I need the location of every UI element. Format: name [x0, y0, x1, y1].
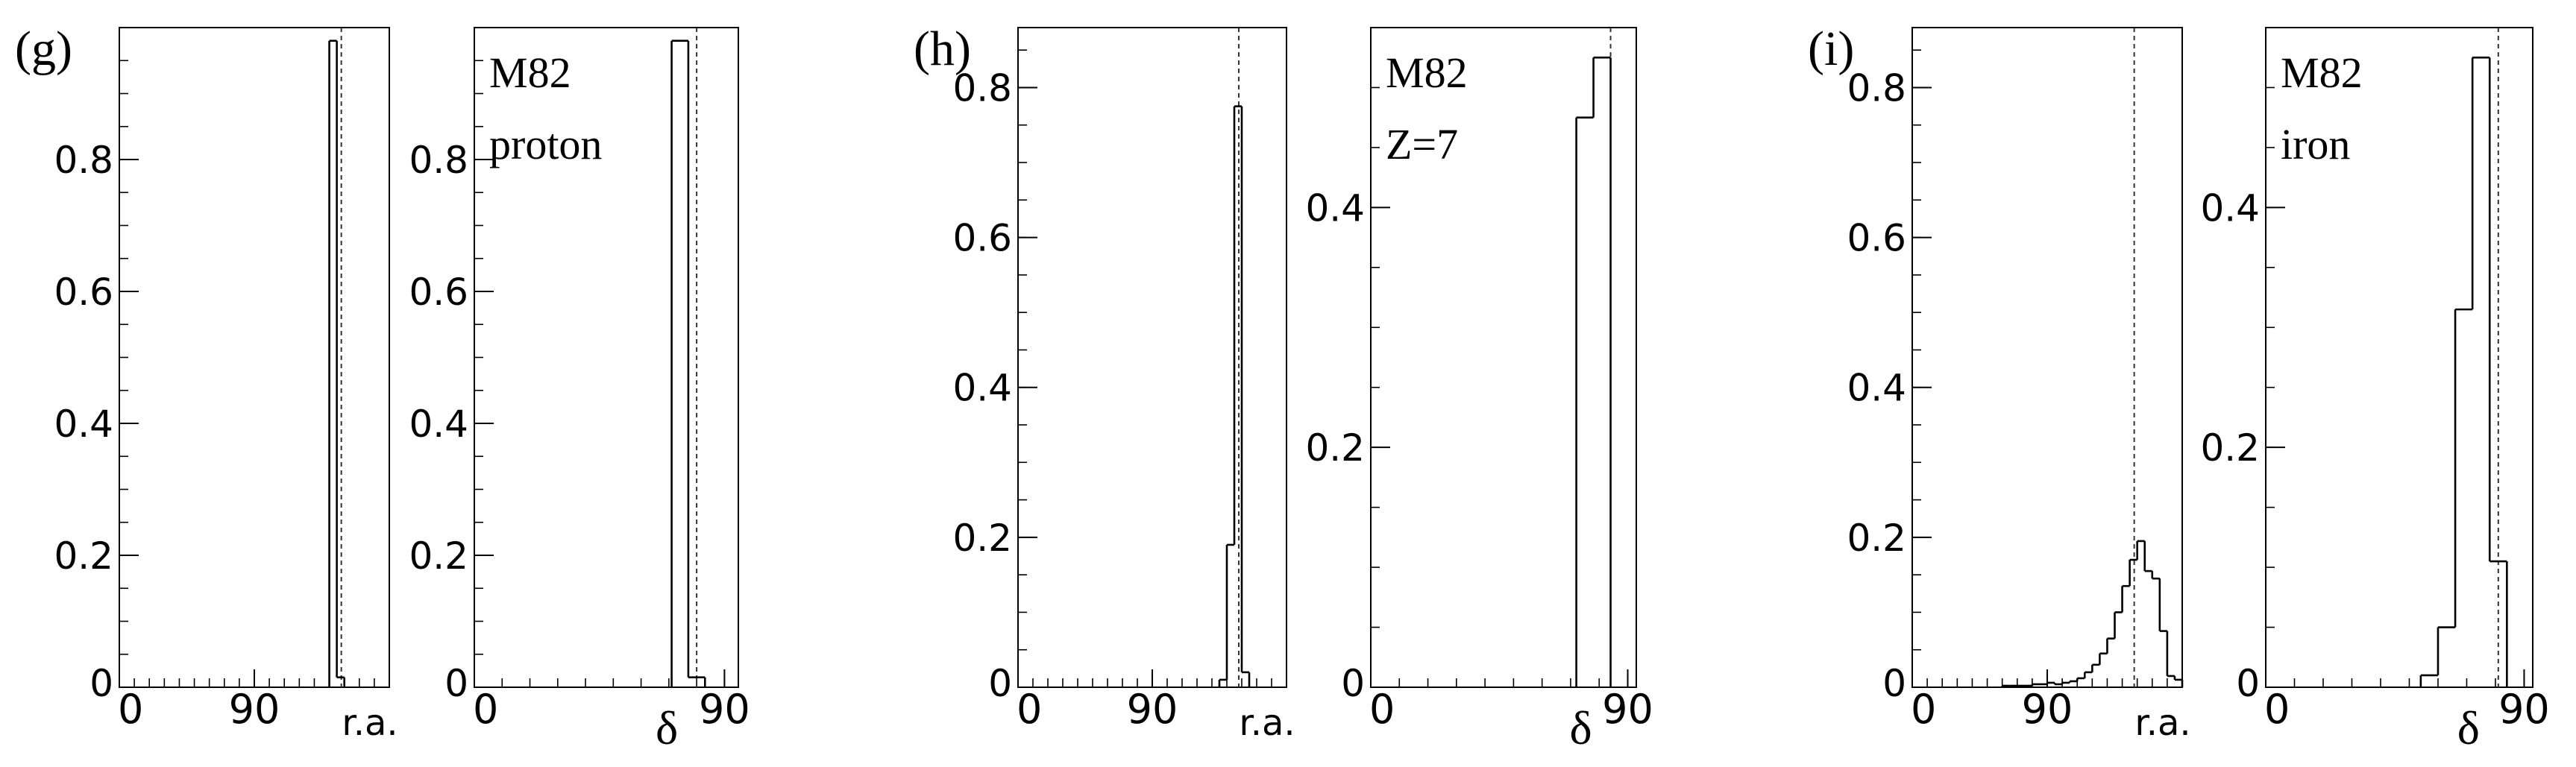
- x-tick-label: 0: [1017, 686, 1042, 733]
- panel-annotation: M82: [2281, 48, 2363, 97]
- x-axis-label: δ: [2457, 701, 2480, 754]
- plot-frame: [119, 27, 390, 688]
- histogram-panel-h-ra: 0 0.2 0.4 0.6 0.8 0 90 r.a. (h): [914, 22, 1295, 744]
- x-axis-label: r.a.: [1239, 702, 1295, 744]
- x-tick-label: 0: [1369, 686, 1395, 733]
- y-tick-label: 0.8: [54, 139, 113, 182]
- y-tick-label: 0.4: [2200, 186, 2260, 230]
- y-tick-label: 0.2: [409, 534, 468, 578]
- y-tick-label: 0.4: [1305, 186, 1365, 230]
- histogram-panel-g-ra: 0 0.2 0.4 0.6 0.8 0 90 r.a. (g): [15, 22, 398, 744]
- y-tick-label: 0: [1882, 662, 1906, 705]
- plot-frame: [1370, 27, 1637, 688]
- y-tick-label: 0.2: [54, 534, 113, 578]
- x-tick-label: 90: [1602, 686, 1653, 733]
- y-tick-label: 0.8: [952, 66, 1012, 110]
- y-tick-label: 0.6: [1847, 217, 1906, 260]
- x-tick-label: 0: [118, 686, 143, 733]
- y-tick-label: 0.4: [1847, 367, 1906, 410]
- y-tick-label: 0: [89, 662, 113, 705]
- x-axis-label: r.a.: [2134, 702, 2190, 744]
- plot-frame: [1911, 27, 2183, 688]
- y-tick-label: 0.2: [1847, 517, 1906, 560]
- y-tick-label: 0.4: [409, 403, 468, 446]
- y-tick-label: 0.4: [952, 367, 1012, 410]
- plot-frame: [2265, 27, 2533, 688]
- x-axis-label: δ: [1569, 701, 1592, 754]
- panel-annotation: proton: [489, 120, 602, 168]
- y-tick-label: 0: [988, 662, 1012, 705]
- y-tick-label: 0.8: [1847, 66, 1906, 110]
- histogram-panel-h-dec: 0 0.2 0.4 0 90δ M82 Z=7: [1305, 27, 1653, 754]
- y-tick-label: 0: [2236, 662, 2260, 705]
- x-tick-label: 0: [1911, 686, 1936, 733]
- histogram-panel-g-dec: 0 0.2 0.4 0.6 0.8 0 90 δ M82 proton: [409, 27, 750, 754]
- y-tick-label: 0.6: [952, 217, 1012, 260]
- x-tick-label: 90: [2022, 686, 2073, 733]
- panel-annotation: Z=7: [1386, 120, 1458, 168]
- x-tick-label: 0: [2264, 686, 2290, 733]
- y-tick-label: 0: [444, 662, 468, 705]
- y-tick-label: 0.2: [1305, 426, 1365, 470]
- x-tick-label: 90: [229, 686, 280, 733]
- panel-label: (h): [914, 22, 971, 76]
- panel-label: (i): [1808, 22, 1854, 76]
- y-tick-label: 0.6: [54, 271, 113, 314]
- x-tick-label: 0: [473, 686, 498, 733]
- y-tick-label: 0.8: [409, 139, 468, 182]
- x-axis-label: δ: [656, 701, 678, 754]
- x-tick-label: 90: [699, 686, 750, 733]
- histogram-panel-i-ra: 0 0.2 0.4 0.6 0.8 0 90 r.a. (i): [1808, 22, 2191, 744]
- panel-label: (g): [15, 22, 72, 76]
- panel-annotation: M82: [1386, 48, 1468, 97]
- y-tick-label: 0.6: [409, 271, 468, 314]
- y-tick-label: 0: [1341, 662, 1365, 705]
- panel-annotation: M82: [489, 48, 571, 97]
- y-tick-label: 0.2: [2200, 426, 2260, 470]
- panel-annotation: iron: [2281, 120, 2350, 168]
- y-tick-label: 0.4: [54, 403, 113, 446]
- x-tick-label: 90: [1127, 686, 1178, 733]
- plot-frame: [1017, 27, 1287, 688]
- x-axis-label: r.a.: [342, 702, 398, 744]
- y-tick-label: 0.2: [952, 517, 1012, 560]
- x-tick-label: 90: [2498, 686, 2550, 733]
- histogram-panel-i-dec: 0 0.2 0.4 0 90 δ M82 iron: [2200, 27, 2550, 754]
